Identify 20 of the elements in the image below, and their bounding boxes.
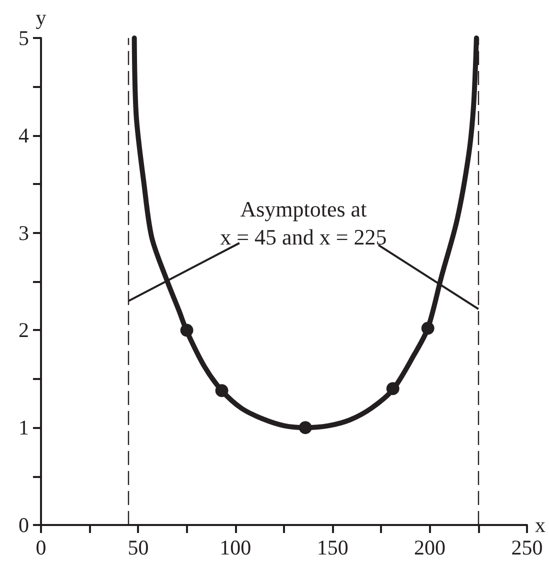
point — [215, 384, 228, 398]
x-tick-label: 150 — [316, 536, 348, 560]
y-tick-label: 3 — [18, 220, 29, 245]
y-tick-label: 5 — [18, 26, 29, 50]
annotation: Asymptotes at x = 45 and x = 225 — [220, 196, 387, 250]
x-axis-title: x — [535, 513, 546, 537]
y-tick-label: 4 — [18, 123, 30, 148]
y-tick-label: 1 — [18, 416, 29, 440]
x-tick-label: 250 — [511, 536, 543, 560]
point — [298, 421, 312, 434]
x-tick-label: 200 — [414, 536, 446, 560]
y-tick-label: 0 — [18, 513, 29, 537]
x-tick-label: 0 — [36, 536, 46, 560]
x-tick-label: 50 — [128, 536, 149, 560]
point — [386, 382, 400, 396]
x-tick-label: 100 — [220, 536, 252, 560]
y-axis-title: y — [36, 6, 47, 30]
point — [421, 322, 434, 335]
y-tick-label: 2 — [18, 318, 29, 342]
point — [180, 324, 194, 337]
